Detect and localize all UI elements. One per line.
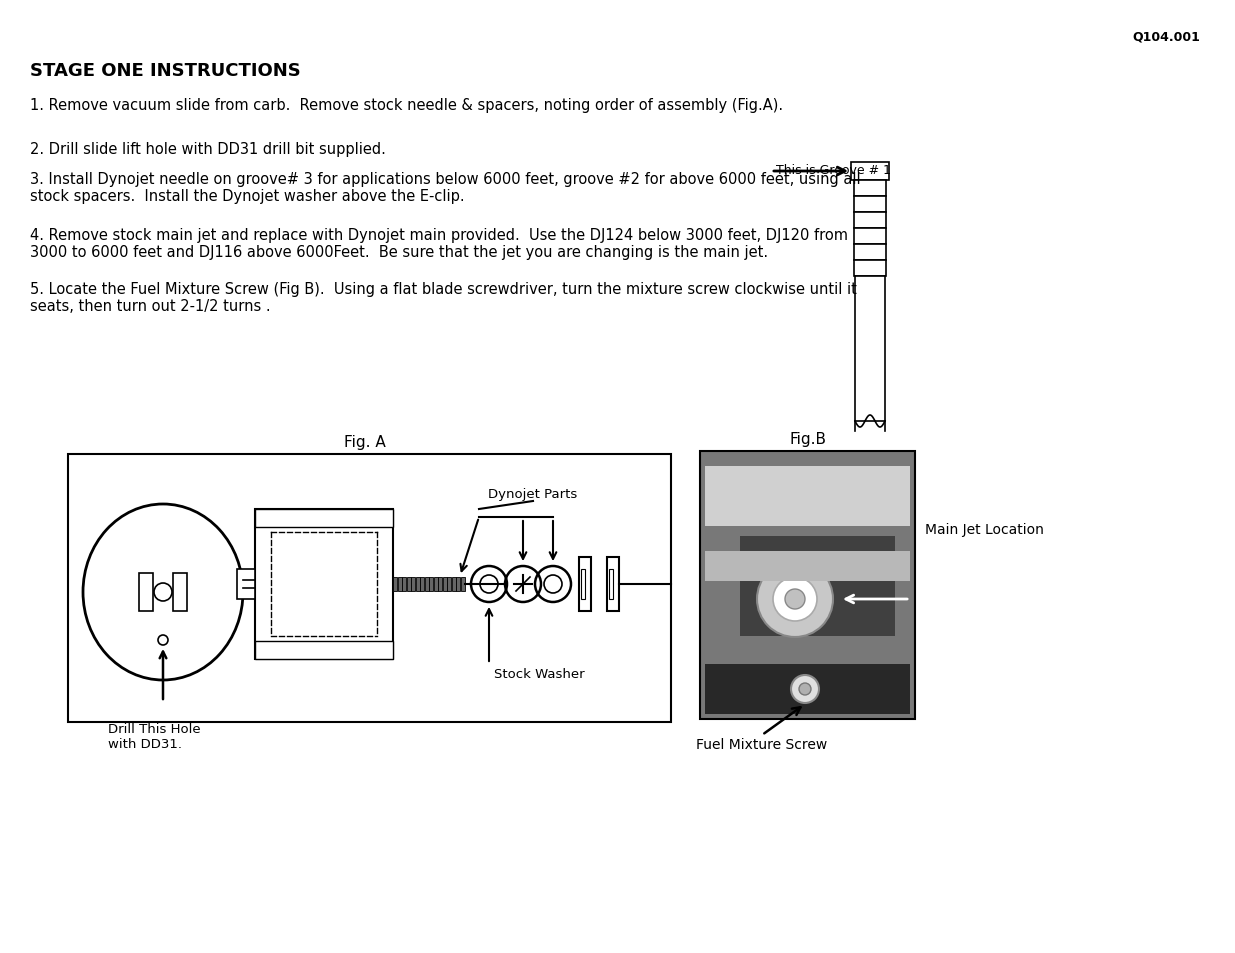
Bar bbox=[254, 641, 393, 659]
Bar bbox=[173, 574, 186, 612]
Text: Q104.001: Q104.001 bbox=[1132, 30, 1200, 43]
Bar bbox=[393, 578, 396, 592]
Bar bbox=[456, 578, 461, 592]
Bar bbox=[438, 578, 442, 592]
Bar bbox=[429, 578, 433, 592]
Bar bbox=[406, 578, 410, 592]
Text: 1. Remove vacuum slide from carb.  Remove stock needle & spacers, noting order o: 1. Remove vacuum slide from carb. Remove… bbox=[30, 98, 783, 112]
Text: Stock Washer: Stock Washer bbox=[494, 667, 584, 680]
Bar bbox=[606, 558, 619, 612]
Bar bbox=[254, 510, 393, 659]
Text: Dynojet Parts: Dynojet Parts bbox=[488, 488, 578, 500]
Bar bbox=[609, 569, 613, 599]
Bar bbox=[420, 578, 424, 592]
Bar bbox=[411, 578, 415, 592]
Bar bbox=[853, 245, 885, 261]
Bar bbox=[853, 261, 885, 276]
Bar bbox=[705, 467, 910, 526]
Bar bbox=[853, 181, 885, 196]
Text: STAGE ONE INSTRUCTIONS: STAGE ONE INSTRUCTIONS bbox=[30, 62, 301, 80]
Text: Drill This Hole
with DD31.: Drill This Hole with DD31. bbox=[107, 722, 200, 750]
Bar bbox=[705, 664, 910, 714]
Bar bbox=[461, 578, 464, 592]
Text: 2. Drill slide lift hole with DD31 drill bit supplied.: 2. Drill slide lift hole with DD31 drill… bbox=[30, 142, 385, 157]
Bar bbox=[700, 452, 915, 720]
Bar bbox=[415, 578, 420, 592]
Text: Fuel Mixture Screw: Fuel Mixture Screw bbox=[697, 738, 827, 751]
Bar bbox=[425, 578, 429, 592]
Text: Fig. A: Fig. A bbox=[345, 435, 385, 450]
Bar bbox=[433, 578, 437, 592]
Bar bbox=[403, 578, 406, 592]
Bar bbox=[855, 276, 885, 421]
Bar bbox=[442, 578, 447, 592]
Bar bbox=[254, 510, 393, 527]
Circle shape bbox=[773, 578, 818, 621]
Text: 5. Locate the Fuel Mixture Screw (Fig B).  Using a flat blade screwdriver, turn : 5. Locate the Fuel Mixture Screw (Fig B)… bbox=[30, 282, 857, 314]
Bar bbox=[398, 578, 401, 592]
FancyArrowPatch shape bbox=[846, 596, 908, 603]
Bar bbox=[853, 196, 885, 213]
Circle shape bbox=[785, 589, 805, 609]
Bar bbox=[851, 163, 889, 181]
Bar bbox=[705, 552, 910, 581]
Bar bbox=[68, 455, 671, 722]
Bar bbox=[579, 558, 592, 612]
Bar bbox=[140, 574, 153, 612]
Circle shape bbox=[790, 676, 819, 703]
Bar bbox=[853, 213, 885, 229]
Bar bbox=[740, 537, 895, 637]
Text: 4. Remove stock main jet and replace with Dynojet main provided.  Use the DJ124 : 4. Remove stock main jet and replace wit… bbox=[30, 228, 848, 260]
Circle shape bbox=[799, 683, 811, 696]
Bar bbox=[447, 578, 451, 592]
Circle shape bbox=[757, 561, 832, 638]
Bar bbox=[237, 569, 254, 599]
Text: Fig.B: Fig.B bbox=[789, 432, 826, 447]
Bar bbox=[580, 569, 585, 599]
Text: Main Jet Location: Main Jet Location bbox=[925, 522, 1044, 537]
Text: 3. Install Dynojet needle on groove# 3 for applications below 6000 feet, groove : 3. Install Dynojet needle on groove# 3 f… bbox=[30, 172, 861, 204]
Bar bbox=[452, 578, 456, 592]
Text: This is Groove # 1: This is Groove # 1 bbox=[776, 163, 890, 176]
Bar bbox=[853, 229, 885, 245]
